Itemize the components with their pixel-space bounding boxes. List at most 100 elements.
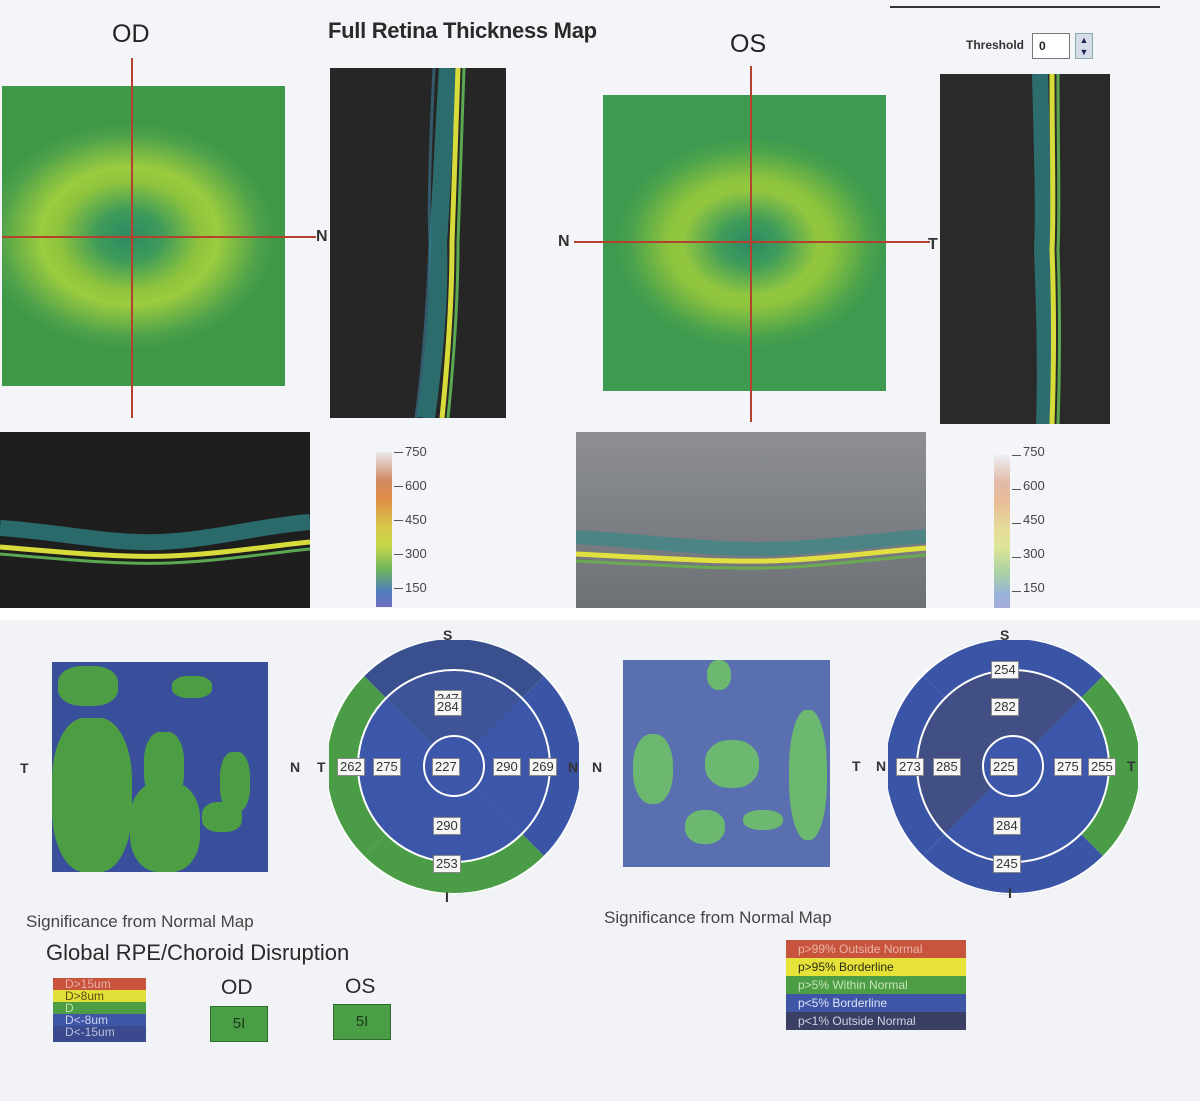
os-center-value: 225: [990, 758, 1018, 776]
os-horizontal-bscan: [576, 432, 926, 608]
od-significance-map: [52, 662, 268, 872]
os-sig-blob: [685, 810, 725, 844]
global-od-value: 5I: [210, 1006, 268, 1042]
os-tick-150: 150: [1023, 580, 1045, 595]
od-horizontal-crosshair[interactable]: [2, 236, 316, 238]
global-legend-d15: D>15um: [53, 978, 146, 990]
os-outer-nasal-value: 273: [896, 758, 924, 776]
sig-legend-borderline-low: p<5% Borderline: [786, 994, 966, 1012]
od-outer-nasal-value: 269: [529, 758, 557, 776]
threshold-spinner[interactable]: ▲ ▼: [1075, 33, 1093, 59]
od-tick-mark: [394, 588, 403, 589]
os-label: OS: [730, 30, 767, 58]
od-tick-300: 300: [405, 546, 427, 561]
od-label: OD: [112, 20, 150, 48]
global-legend-dm8: D<-8um: [53, 1014, 146, 1026]
od-nasal-label: N: [316, 228, 328, 245]
os-inner-inferior-value: 284: [993, 817, 1021, 835]
os-sig-blob: [789, 710, 827, 840]
od-significance-caption: Significance from Normal Map: [26, 912, 254, 931]
od-tick-mark: [394, 520, 403, 521]
od-center-value: 227: [432, 758, 460, 776]
os-sig-blob: [707, 660, 731, 690]
os-nasal-label: N: [558, 233, 570, 250]
threshold-label: Threshold: [966, 38, 1025, 52]
od-inner-inferior-value: 290: [433, 817, 461, 835]
os-significance-caption: Significance from Normal Map: [604, 908, 832, 927]
global-os-heading: OS: [345, 975, 376, 998]
global-legend-d: D: [53, 1002, 146, 1014]
od-sig-blob: [220, 752, 250, 812]
od-map-temporal-label: T: [20, 760, 29, 776]
od-inner-nasal-value: 290: [493, 758, 521, 776]
global-legend-dm15: D<-15um: [53, 1026, 146, 1042]
od-horizontal-bscan: [0, 432, 310, 608]
os-sig-blob: [633, 734, 673, 804]
os-significance-map: [623, 660, 830, 867]
od-chart-nasal-outer-label: N: [290, 759, 301, 775]
os-chart-temporal-outer-label: T: [852, 758, 861, 774]
os-tick-750: 750: [1023, 444, 1045, 459]
os-tick-mark: [1012, 489, 1021, 490]
os-chart-temporal-label: T: [1127, 758, 1136, 774]
os-vertical-bscan: [940, 74, 1110, 424]
od-tick-450: 450: [405, 512, 427, 527]
od-colorbar: [376, 452, 392, 607]
sig-legend-within-normal: p>5% Within Normal: [786, 976, 966, 994]
os-tick-600: 600: [1023, 478, 1045, 493]
os-vertical-crosshair[interactable]: [750, 66, 752, 422]
od-chart-temporal-label: T: [317, 759, 326, 775]
od-inner-temporal-value: 275: [373, 758, 401, 776]
os-tick-mark: [1012, 591, 1021, 592]
od-outer-temporal-value: 262: [337, 758, 365, 776]
page-title: Full Retina Thickness Map: [328, 18, 597, 43]
os-tick-mark: [1012, 557, 1021, 558]
global-od-heading: OD: [221, 976, 253, 999]
od-vertical-bscan: [330, 68, 506, 418]
os-horizontal-crosshair[interactable]: [574, 241, 930, 243]
od-vertical-crosshair[interactable]: [131, 58, 133, 418]
os-inner-temporal-value: 275: [1054, 758, 1082, 776]
global-legend-d8: D>8um: [53, 990, 146, 1002]
od-sig-blob: [144, 732, 184, 802]
od-sig-blob: [52, 718, 132, 872]
os-outer-inferior-value: 245: [993, 855, 1021, 873]
od-tick-750: 750: [405, 444, 427, 459]
os-chart-inferior-label: I: [1008, 885, 1012, 901]
od-tick-mark: [394, 554, 403, 555]
os-inner-nasal-value: 285: [933, 758, 961, 776]
od-chart-superior-label: S: [443, 627, 453, 643]
global-os-value: 5I: [333, 1004, 391, 1040]
od-chart-nasal-label: N: [568, 759, 579, 775]
od-tick-mark: [394, 452, 403, 453]
panel-divider: [0, 608, 1200, 620]
os-chart-superior-label: S: [1000, 627, 1010, 643]
od-sig-blob: [58, 666, 118, 706]
os-sig-blob: [743, 810, 783, 830]
os-tick-300: 300: [1023, 546, 1045, 561]
global-rpe-title: Global RPE/Choroid Disruption: [46, 940, 350, 965]
od-inner-superior-value: 284: [434, 698, 462, 716]
os-colorbar: [994, 455, 1010, 610]
od-sig-blob: [172, 676, 212, 698]
os-tick-mark: [1012, 523, 1021, 524]
os-thickness-map[interactable]: [603, 95, 886, 391]
od-chart-inferior-label: I: [445, 889, 449, 905]
os-sig-blob: [705, 740, 759, 788]
os-inner-superior-value: 282: [991, 698, 1019, 716]
sig-legend-outside-high: p>99% Outside Normal: [786, 940, 966, 958]
od-outer-inferior-value: 253: [433, 855, 461, 873]
od-tick-mark: [394, 486, 403, 487]
os-outer-superior-value: 254: [991, 661, 1019, 679]
os-tick-mark: [1012, 455, 1021, 456]
threshold-input[interactable]: 0: [1032, 33, 1070, 59]
sig-legend-borderline-high: p>95% Borderline: [786, 958, 966, 976]
spinner-down-icon[interactable]: ▼: [1079, 47, 1089, 57]
os-tick-450: 450: [1023, 512, 1045, 527]
os-map-nasal-label: N: [592, 759, 603, 775]
os-chart-nasal-label: N: [876, 758, 887, 774]
os-temporal-label: T: [928, 236, 938, 253]
sig-legend-outside-low: p<1% Outside Normal: [786, 1012, 966, 1030]
spinner-up-icon[interactable]: ▲: [1079, 35, 1089, 45]
od-tick-150: 150: [405, 580, 427, 595]
